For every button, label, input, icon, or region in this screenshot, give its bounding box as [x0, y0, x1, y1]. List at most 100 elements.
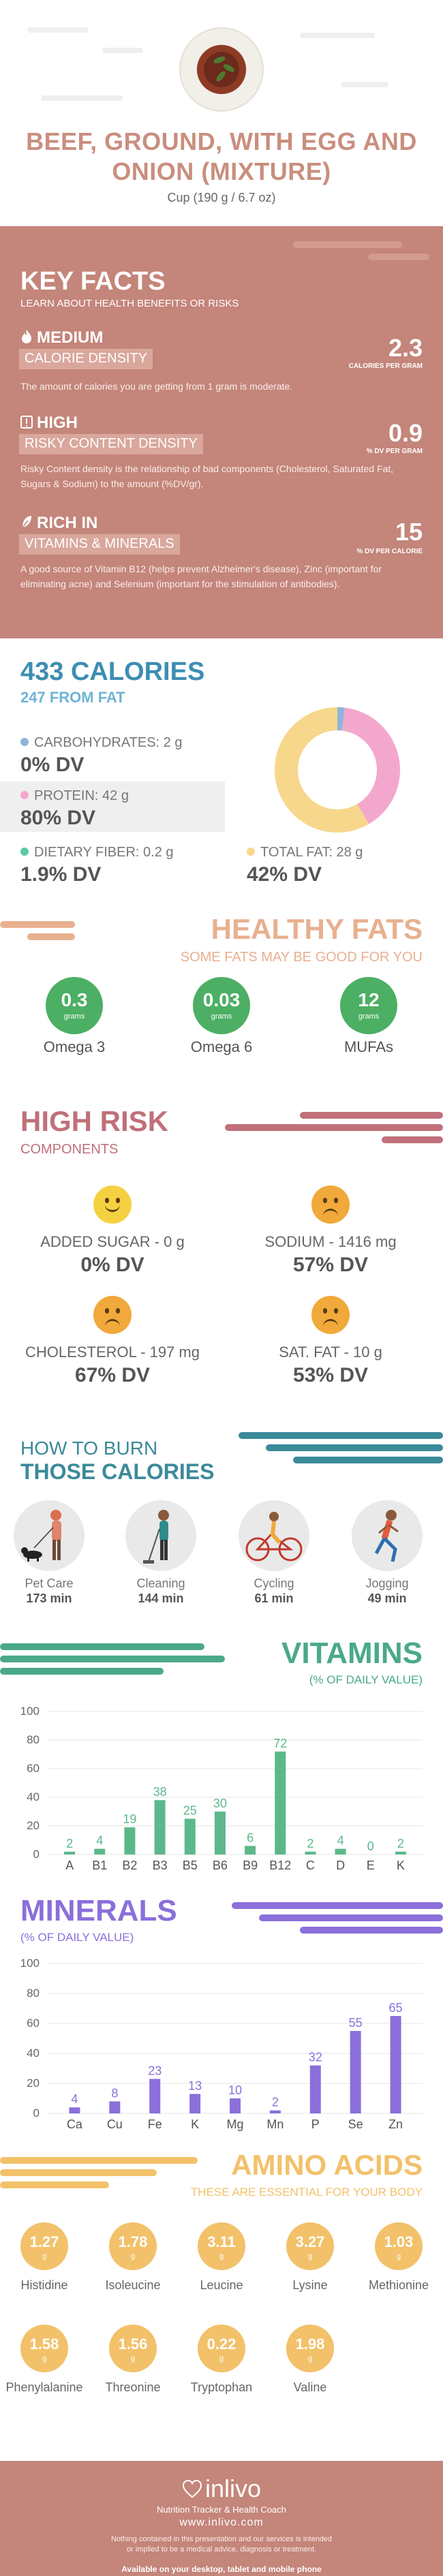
- activity-name: Cleaning: [136, 1577, 185, 1590]
- x-tick-label: E: [367, 1859, 375, 1872]
- omega6-circle: 0.03 grams: [193, 977, 250, 1034]
- bar-value-label: 4: [337, 1834, 344, 1848]
- amino-acid-circle: 1.27 g: [20, 2222, 68, 2270]
- activity-name: Pet Care: [25, 1577, 74, 1590]
- fat-dot: [247, 848, 255, 856]
- brand-logo[interactable]: inlivo: [0, 2474, 443, 2504]
- y-tick-label: 40: [27, 2047, 40, 2060]
- amino-acid-value: 0.22: [207, 2336, 236, 2353]
- bar-value-label: 13: [188, 2079, 202, 2092]
- x-tick-label: Se: [348, 2117, 363, 2131]
- disclaimer-text: Nothing contained in this presentation a…: [110, 2535, 333, 2554]
- bar-B9: [245, 1846, 256, 1855]
- decor-dash: [300, 33, 375, 38]
- amino-acid-circle: 1.98 g: [286, 2325, 334, 2372]
- bar-value-label: 0: [367, 1840, 374, 1853]
- food-title: BEEF, GROUND, WITH EGG AND ONION (MIXTUR…: [26, 127, 417, 185]
- bar-value-label: 25: [183, 1804, 197, 1818]
- sad-face-icon: [311, 1296, 350, 1334]
- leaf-icon: [20, 514, 33, 529]
- x-tick-label: Fe: [148, 2117, 162, 2131]
- fiber-label: DIETARY FIBER: 0.2 g: [34, 845, 174, 860]
- amino-acid-unit: g: [219, 2252, 224, 2261]
- activity-minutes: 61 min: [254, 1592, 294, 1605]
- calories-section: 433 CALORIES 247 FROM FAT CARBOHYDRATES:…: [0, 638, 443, 894]
- fact-label: RISKY CONTENT DENSITY: [19, 434, 203, 454]
- y-tick-label: 20: [27, 1819, 40, 1832]
- minerals-subtitle: (% OF DAILY VALUE): [20, 1931, 134, 1944]
- y-tick-label: 40: [27, 1790, 40, 1803]
- warning-icon: [20, 414, 33, 429]
- bar-value-label: 2: [272, 2096, 279, 2109]
- bar-C: [305, 1851, 316, 1855]
- brand-tagline: Nutrition Tracker & Health Coach: [156, 2504, 287, 2515]
- minerals-section: MINERALS (% OF DAILY VALUE) 0 20 40 60 80 100…: [0, 1882, 443, 2141]
- activity-name: Cycling: [254, 1577, 294, 1590]
- bar-Mn: [269, 2110, 281, 2113]
- fact-level: HIGH: [37, 414, 78, 432]
- y-tick-label: 100: [20, 1705, 40, 1718]
- heart-icon: [182, 2476, 202, 2504]
- amino-acid-circle: 3.11 g: [198, 2222, 245, 2270]
- amino-acid-circle: 1.03 g: [375, 2222, 423, 2270]
- bar-value-label: 30: [213, 1797, 227, 1810]
- bar-B12: [275, 1751, 286, 1855]
- bar-K: [395, 1851, 406, 1855]
- minerals-bar-chart: 0 20 40 60 80 100 4 Ca 8 Cu 23 Fe 13 K 10 Mg 2 Mn 32 P 55 Se 6…: [20, 1957, 423, 2131]
- amino-acid-value: 3.27: [295, 2233, 325, 2250]
- fact-level: MEDIUM: [37, 328, 104, 347]
- sad-face-icon: [93, 1296, 132, 1334]
- bar-value-label: 2: [66, 1837, 73, 1850]
- bar-value-label: 65: [389, 2001, 403, 2015]
- bar-Se: [350, 2031, 361, 2113]
- x-tick-label: B1: [92, 1859, 107, 1872]
- amino-acid-value: 1.98: [295, 2336, 325, 2353]
- sodium-label: SODIUM - 1416 mg: [264, 1233, 397, 1250]
- decor-dash: [27, 27, 89, 33]
- protein-label: PROTEIN: 42 g: [34, 788, 129, 803]
- amino-acid-unit: g: [396, 2252, 401, 2261]
- calories-from-fat: 247 FROM FAT: [20, 689, 125, 706]
- dog-walking-icon: [14, 1500, 85, 1571]
- donut-slice-protein: [341, 707, 400, 824]
- bar-value-label: 19: [123, 1812, 136, 1826]
- bar-P: [309, 2065, 321, 2113]
- bar-B6: [214, 1812, 226, 1855]
- bar-value-label: 4: [71, 2092, 78, 2106]
- key-facts-title: KEY FACTS: [20, 267, 166, 296]
- y-tick-label: 0: [33, 2107, 40, 2120]
- amino-acid-name: Phenylalanine: [5, 2380, 83, 2394]
- serving-size: Cup (190 g / 6.7 oz): [167, 191, 276, 204]
- x-tick-label: B3: [153, 1859, 168, 1872]
- happy-face-icon: [93, 1185, 132, 1224]
- bar-B5: [184, 1818, 196, 1855]
- calories-title: 433 CALORIES: [20, 657, 205, 686]
- healthy-fats-section: HEALTHY FATS SOME FATS MAY BE GOOD FOR Y…: [0, 894, 443, 1071]
- bar-B1: [94, 1848, 106, 1855]
- amino-acid-value: 1.27: [29, 2233, 59, 2250]
- protein-dot: [20, 791, 29, 799]
- omega6-unit: grams: [211, 1012, 232, 1021]
- key-facts-subtitle: LEARN ABOUT HEALTH BENEFITS OR RISKS: [20, 298, 239, 309]
- amino-acid-unit: g: [42, 2355, 47, 2363]
- flame-icon: [20, 329, 33, 344]
- amino-acids-section: AMINO ACIDS THESE ARE ESSENTIAL FOR YOUR…: [0, 2141, 443, 2461]
- website-link[interactable]: www.inlivo.com: [179, 2517, 264, 2528]
- carbs-dot: [20, 738, 29, 746]
- activity-minutes: 49 min: [367, 1592, 407, 1605]
- availability-text: Available on your desktop, tablet and mo…: [121, 2564, 322, 2574]
- cycling-icon: [239, 1500, 309, 1571]
- omega3-unit: grams: [63, 1012, 85, 1021]
- fact-level: RICH IN: [37, 514, 98, 532]
- amino-acid-name: Lysine: [292, 2278, 328, 2292]
- amino-acid-unit: g: [130, 2252, 136, 2261]
- x-tick-label: Ca: [67, 2117, 83, 2131]
- decor-dash: [41, 95, 123, 101]
- x-tick-label: K: [397, 1859, 405, 1872]
- y-tick-label: 60: [27, 2017, 40, 2030]
- carbs-stat: CARBOHYDRATES: 2 g 0% DV: [20, 735, 182, 777]
- amino-acid-name: Isoleucine: [105, 2278, 161, 2292]
- amino-acid-name: Histidine: [20, 2278, 68, 2292]
- amino-acid-circle: 0.22 g: [198, 2325, 245, 2372]
- added-sugar-label: ADDED SUGAR - 0 g: [40, 1233, 185, 1250]
